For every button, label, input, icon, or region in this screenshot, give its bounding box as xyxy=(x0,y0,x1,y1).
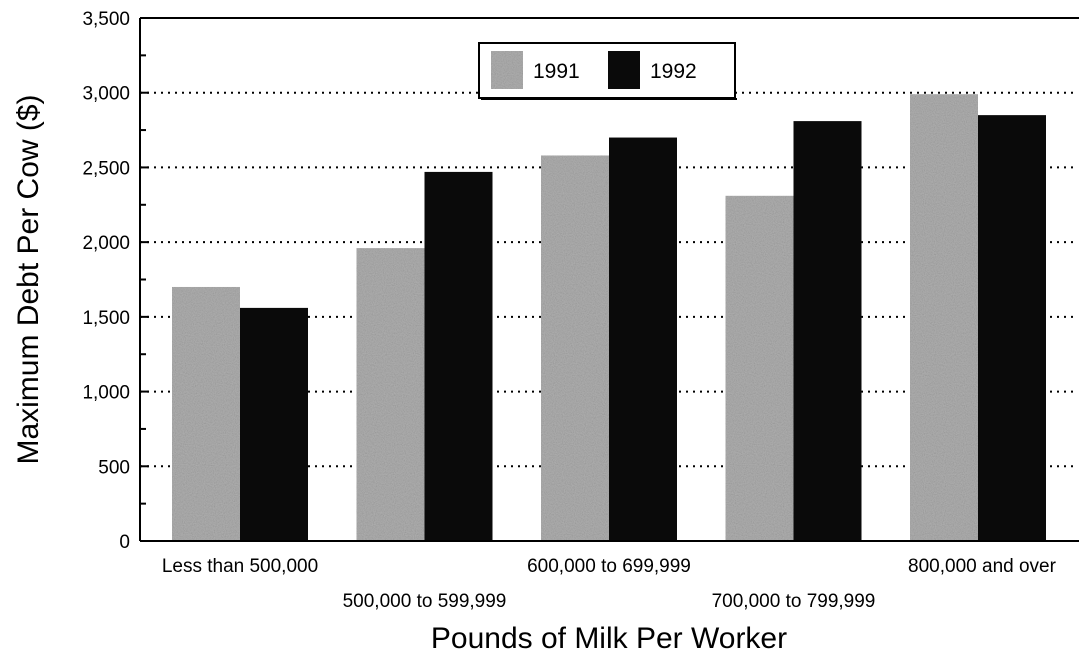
y-tick-label: 2,000 xyxy=(82,233,130,254)
legend: 1991 1992 xyxy=(478,42,737,100)
y-tick-label: 500 xyxy=(98,457,130,478)
bar-1992-3 xyxy=(793,121,862,541)
bars-group xyxy=(172,94,1046,542)
y-tick-label: 1,000 xyxy=(82,383,130,404)
y-tick-label: 3,500 xyxy=(82,9,130,30)
x-category-label: Less than 500,000 xyxy=(162,556,318,577)
x-category-label: 800,000 and over xyxy=(908,556,1057,577)
x-axis-category-labels: Less than 500,000 500,000 to 599,999 600,0… xyxy=(162,556,1057,612)
y-tick-label: 1,500 xyxy=(82,308,130,329)
y-tick-label: 0 xyxy=(119,532,130,553)
bar-1992-4 xyxy=(978,115,1046,541)
bar-1992-1 xyxy=(424,171,493,541)
x-category-label: 600,000 to 699,999 xyxy=(527,556,691,577)
bar-1992-2 xyxy=(609,137,677,542)
bar-1991-0 xyxy=(172,286,240,541)
x-axis-title: Pounds of Milk Per Worker xyxy=(431,622,787,655)
y-axis-title: Maximum Debt Per Cow ($) xyxy=(12,94,45,464)
bar-1992-0 xyxy=(240,307,308,541)
x-category-label: 700,000 to 799,999 xyxy=(712,591,876,612)
bar-1991-3 xyxy=(725,195,794,541)
legend-swatch-1991 xyxy=(491,51,523,89)
y-axis-ticks: 0 500 1,000 1,500 2,000 2,500 3,000 3,500 xyxy=(82,9,149,553)
x-category-label: 500,000 to 599,999 xyxy=(343,591,507,612)
legend-swatch-1992 xyxy=(608,51,640,89)
legend-label-1992: 1992 xyxy=(650,60,697,83)
bar-1991-2 xyxy=(541,155,609,541)
bar-1991-4 xyxy=(910,94,978,542)
y-tick-label: 3,000 xyxy=(82,84,130,105)
bar-1991-1 xyxy=(356,248,425,541)
legend-label-1991: 1991 xyxy=(533,60,580,83)
y-tick-label: 2,500 xyxy=(82,158,130,179)
